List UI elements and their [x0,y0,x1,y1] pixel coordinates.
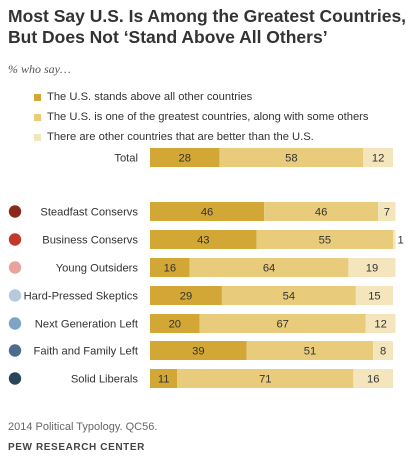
category-label-business-conservs: Business Conservs [42,235,138,247]
bar-segment-young-outsiders-2 [348,258,396,277]
value-label-faith-and-family-left-1: 51 [304,346,316,358]
legend-swatch-one-of-greatest [34,113,41,121]
group-marker-hard-pressed-skeptics [8,289,22,302]
bar-segment-faith-and-family-left-0 [150,341,247,360]
value-label-total-2: 12 [372,153,384,165]
bar-segment-solid-liberals-0 [150,369,178,388]
bar-segment-business-conservs-2 [393,230,396,249]
legend-label-others-better: There are other countries that are bette… [47,131,314,143]
group-marker-solid-liberals [8,372,22,385]
legend-swatch-above-all [34,93,41,101]
chart-title: Most Say U.S. Is Among the Greatest Coun… [8,6,407,47]
bar-segment-business-conservs-1 [256,230,394,249]
bar-segment-young-outsiders-0 [150,258,190,277]
value-label-hard-pressed-skeptics-2: 15 [368,291,380,303]
category-label-young-outsiders: Young Outsiders [56,263,139,275]
bar-segment-business-conservs-0 [150,230,257,249]
bar-segment-steadfast-conservs-1 [264,202,379,221]
value-label-solid-liberals-1: 71 [259,374,271,386]
source-credit: PEW RESEARCH CENTER [8,442,145,453]
value-label-young-outsiders-1: 64 [263,263,275,275]
legend-label-above-all: The U.S. stands above all other countrie… [47,91,253,103]
group-marker-young-outsiders [8,261,22,274]
bar-segment-faith-and-family-left-1 [246,341,374,360]
bar-segment-total-1 [219,148,364,167]
group-marker-business-conservs [8,233,22,246]
category-label-hard-pressed-skeptics: Hard-Pressed Skeptics [24,291,139,303]
legend-item-one-of-greatest: The U.S. is one of the greatest countrie… [34,107,369,127]
value-label-steadfast-conservs-2: 7 [384,207,390,219]
legend-label-one-of-greatest: The U.S. is one of the greatest countrie… [47,111,369,123]
bar-segment-solid-liberals-2 [353,369,394,388]
bar-segment-next-generation-left-0 [150,314,200,333]
group-marker-steadfast-conservs [8,205,22,218]
value-label-steadfast-conservs-1: 46 [315,207,327,219]
legend-item-others-better: There are other countries that are bette… [34,127,369,147]
value-label-faith-and-family-left-0: 39 [192,346,204,358]
chart-subtitle: % who say… [8,62,71,76]
value-label-faith-and-family-left-2: 8 [380,346,386,358]
group-marker-faith-and-family-left [8,344,22,357]
value-label-steadfast-conservs-0: 46 [201,207,213,219]
bar-segment-hard-pressed-skeptics-1 [221,286,356,305]
value-label-business-conservs-1: 55 [319,235,331,247]
group-marker-next-generation-left [8,317,22,330]
category-label-total: Total [114,153,138,165]
bar-segment-solid-liberals-1 [177,369,354,388]
value-label-hard-pressed-skeptics-1: 54 [283,291,295,303]
bar-segment-young-outsiders-1 [189,258,349,277]
value-label-young-outsiders-2: 19 [366,263,378,275]
bar-segment-hard-pressed-skeptics-2 [355,286,394,305]
bar-segment-steadfast-conservs-0 [150,202,265,221]
value-label-business-conservs-0: 43 [197,235,209,247]
category-label-next-generation-left: Next Generation Left [35,319,139,331]
bar-segment-total-2 [363,148,394,167]
category-label-faith-and-family-left: Faith and Family Left [34,346,139,358]
legend-swatch-others-better [34,133,41,141]
footnote: 2014 Political Typology. QC56. [8,421,158,433]
legend-item-above-all: The U.S. stands above all other countrie… [34,87,369,107]
value-label-next-generation-left-2: 12 [374,319,386,331]
bar-segment-hard-pressed-skeptics-0 [150,286,222,305]
value-label-hard-pressed-skeptics-0: 29 [180,291,192,303]
value-label-next-generation-left-1: 67 [276,319,288,331]
bar-segment-steadfast-conservs-2 [378,202,396,221]
bar-segment-total-0 [150,148,220,167]
value-label-solid-liberals-2: 16 [367,374,379,386]
category-label-solid-liberals: Solid Liberals [71,374,139,386]
value-label-solid-liberals-0: 11 [158,374,170,386]
legend: The U.S. stands above all other countrie… [34,87,369,147]
bar-segment-faith-and-family-left-2 [373,341,394,360]
value-label-total-1: 58 [285,153,297,165]
value-label-total-0: 28 [178,153,190,165]
value-label-young-outsiders-0: 16 [164,263,176,275]
bar-segment-next-generation-left-1 [199,314,366,333]
value-label-next-generation-left-0: 20 [169,319,181,331]
value-label-business-conservs-2: 1 [398,235,404,247]
category-label-steadfast-conservs: Steadfast Conservs [40,207,138,219]
bar-segment-next-generation-left-2 [365,314,396,333]
